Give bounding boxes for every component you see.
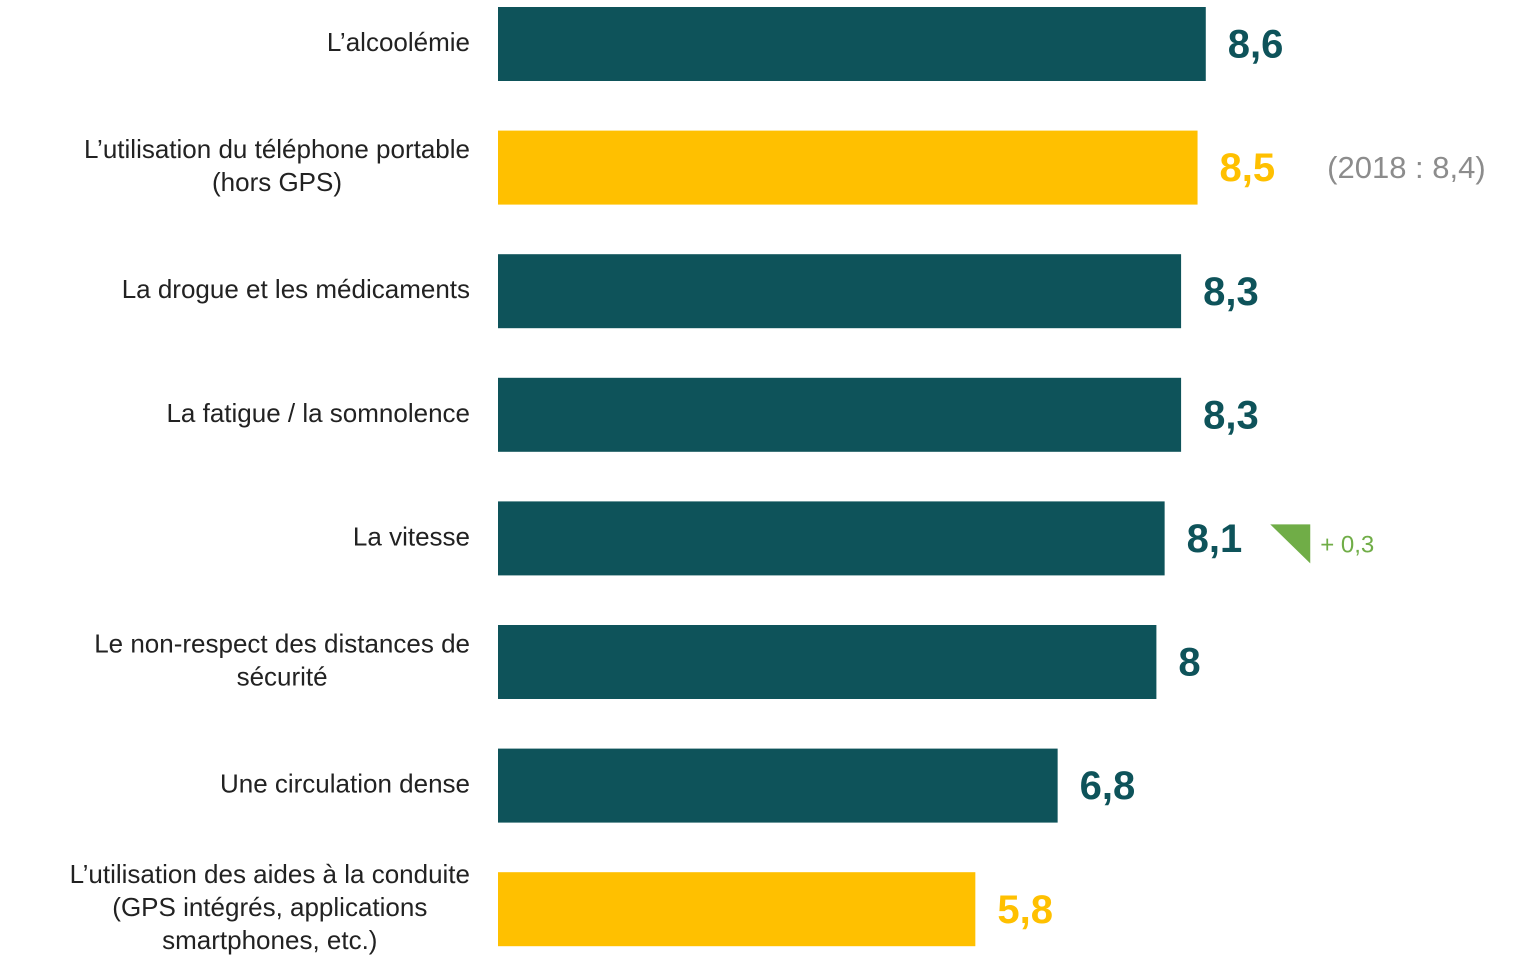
- value-label: 8,6: [1228, 23, 1284, 67]
- bar: [498, 625, 1157, 699]
- note: (2018 : 8,4): [1327, 150, 1486, 185]
- value-label: 5,8: [997, 888, 1053, 932]
- category-label: La drogue et les médicaments: [122, 274, 470, 304]
- value-label: 8: [1178, 641, 1200, 685]
- change-indicator: [1270, 524, 1311, 564]
- value-label: 8,3: [1203, 393, 1259, 437]
- category-label: L’utilisation du téléphone portable (hors…: [84, 134, 470, 197]
- value-label: 8,5: [1220, 146, 1276, 190]
- bar: [498, 872, 976, 947]
- bar: [498, 748, 1058, 823]
- category-label: La vitesse: [353, 521, 470, 551]
- value-label: 6,8: [1080, 764, 1136, 808]
- category-label: La fatigue / la somnolence: [166, 398, 470, 428]
- category-label: L’utilisation des aides à la conduite (GP…: [70, 859, 470, 955]
- bar: [498, 7, 1206, 81]
- value-label: 8,3: [1203, 270, 1259, 314]
- category-label: Une circulation dense: [220, 768, 470, 798]
- bar: [498, 377, 1182, 452]
- value-label: 8,1: [1187, 517, 1243, 561]
- category-label: Le non-respect des distances de sécurité: [94, 628, 470, 691]
- category-label: L’alcoolémie: [327, 27, 470, 57]
- bar: [498, 130, 1198, 205]
- change-label: + 0,3: [1320, 532, 1374, 559]
- bar: [498, 254, 1182, 329]
- bar: [498, 501, 1165, 576]
